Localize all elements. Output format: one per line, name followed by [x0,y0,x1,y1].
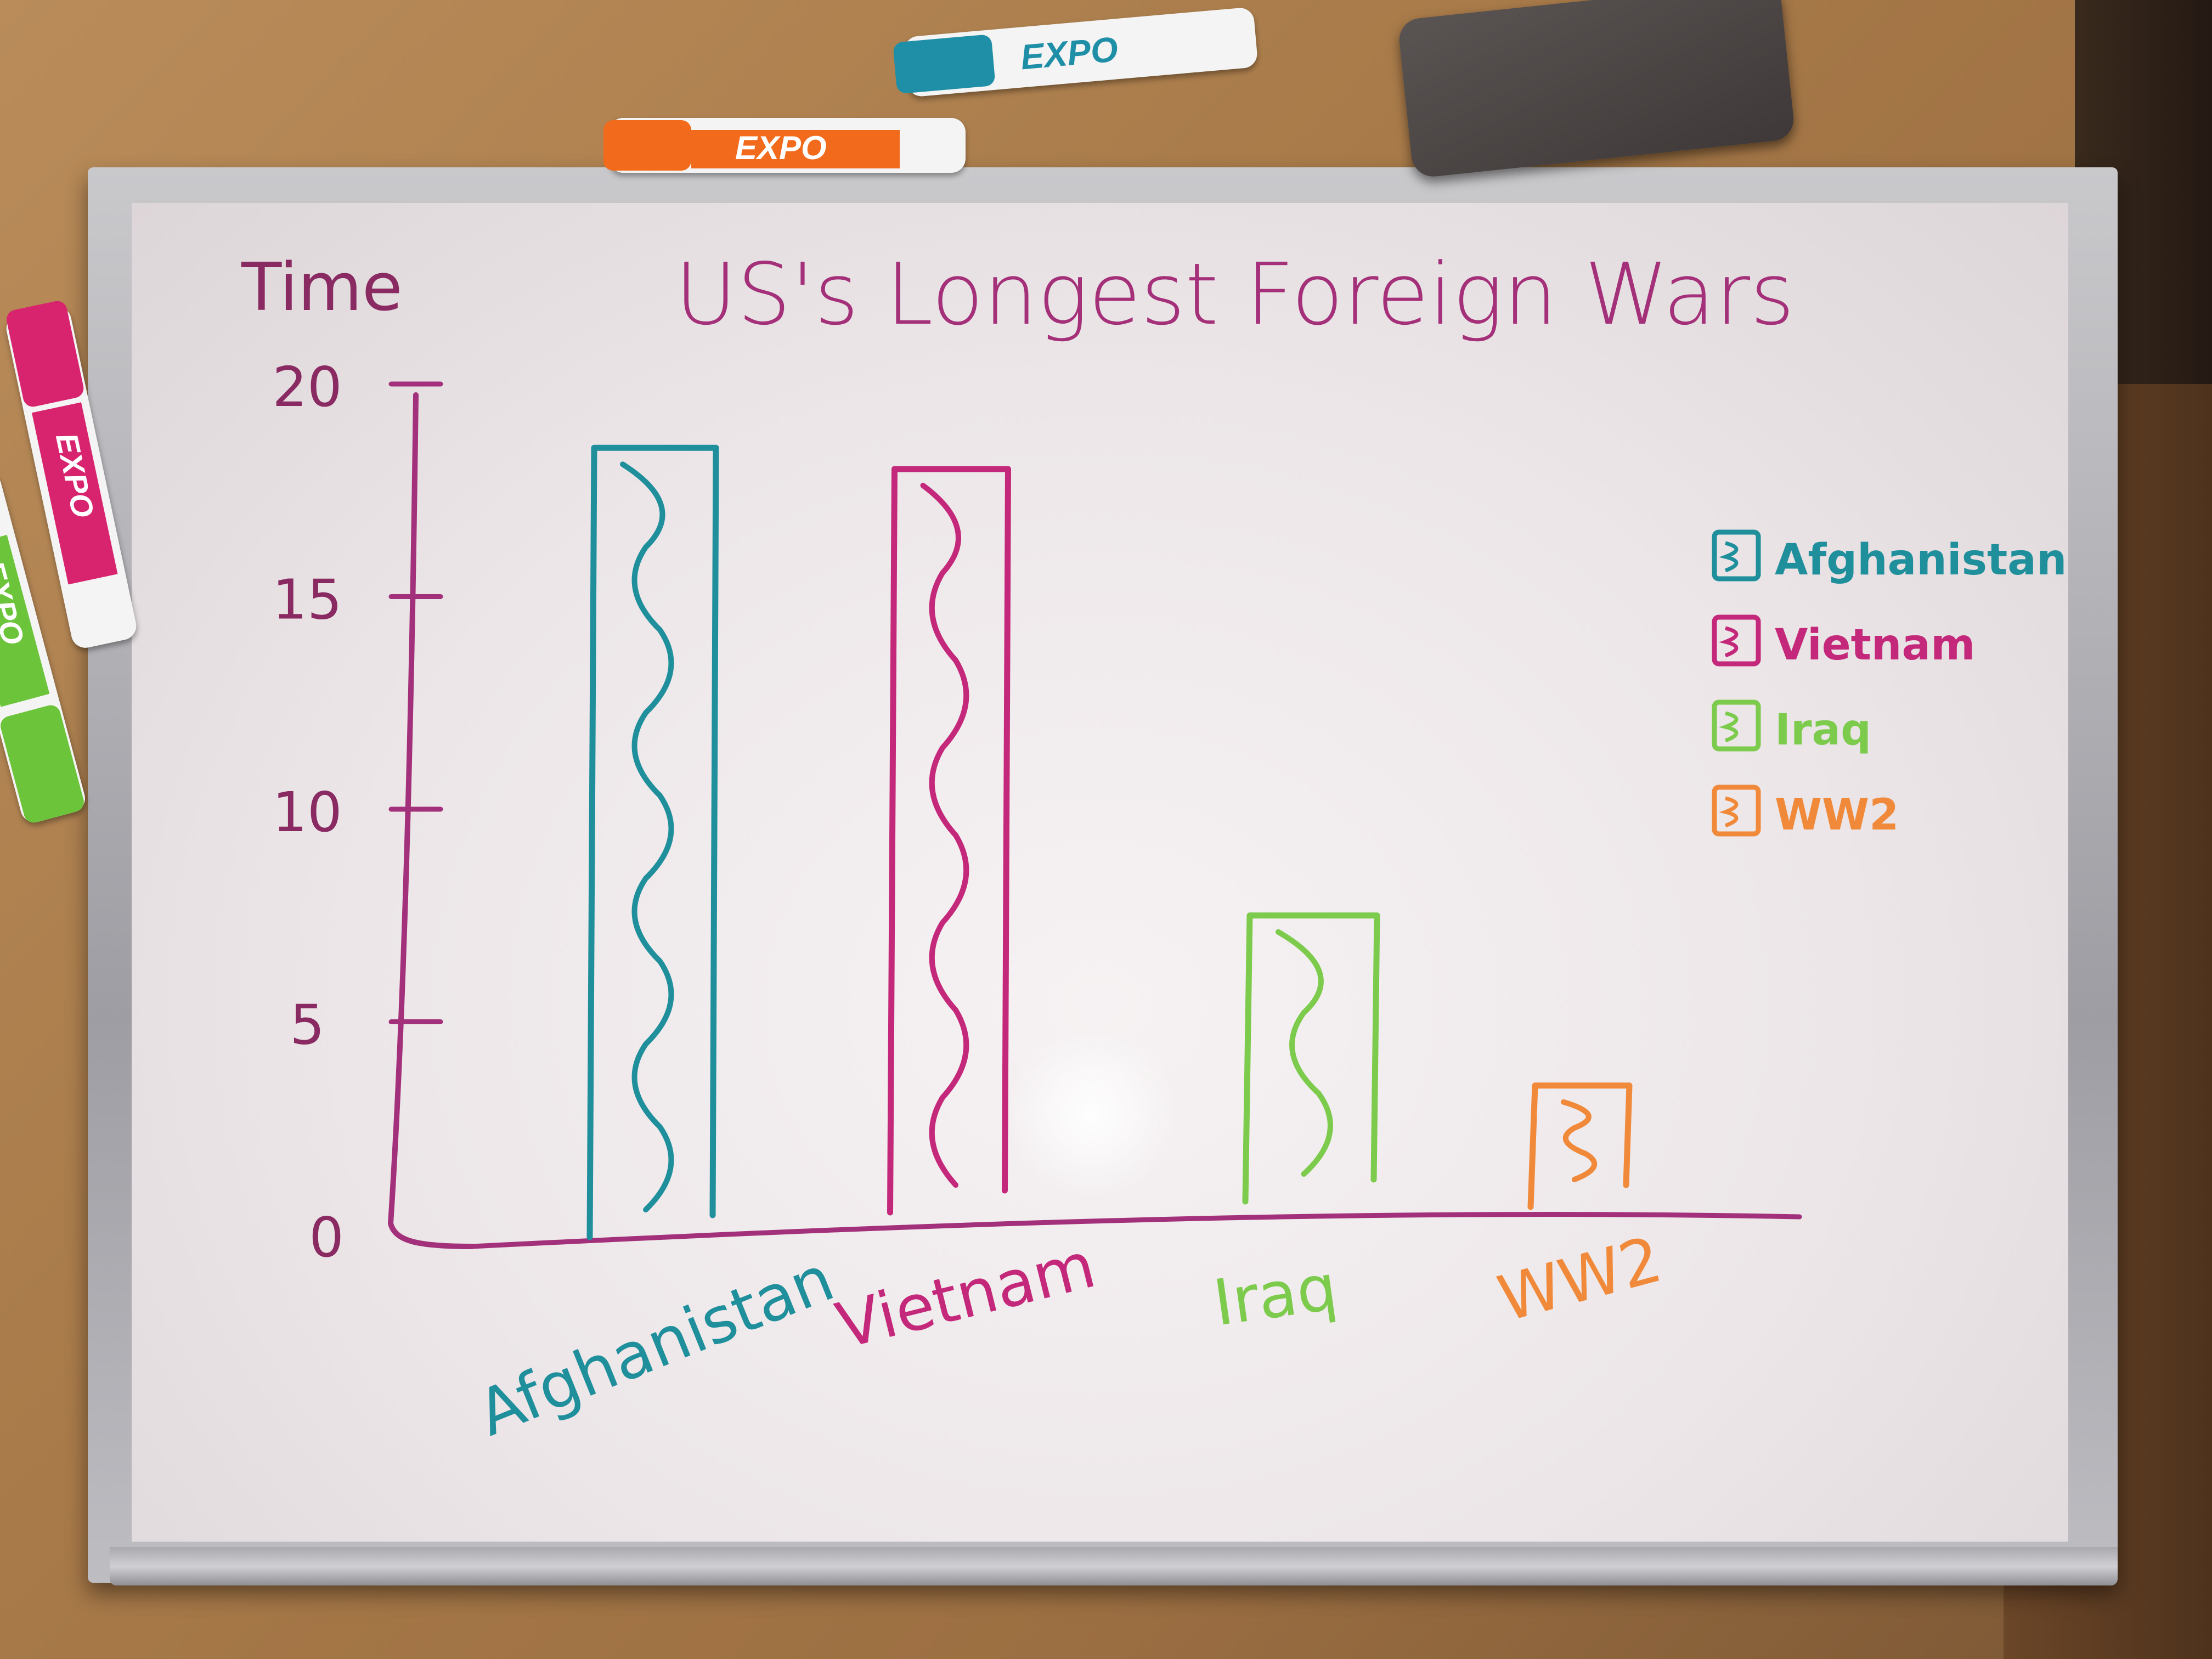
x-tick-label-1: Vietnam [830,1228,1103,1363]
bars [586,444,1633,1240]
y-axis-line [387,392,475,1249]
y-axis-ticks: 0 5 10 15 20 [272,355,443,1269]
legend-swatch-scribble-0 [1719,541,1739,573]
bar-outline-1 [887,466,1011,1216]
bar-fill-scribble-1 [920,483,969,1188]
x-axis-line [469,1212,1802,1249]
x-tick-label-3: WW2 [1491,1223,1669,1336]
legend-swatch-0 [1712,529,1761,582]
legend-label-0: Afghanistan [1775,535,2067,585]
bar-outline-2 [1242,912,1380,1205]
x-tick-label-0: Afghanistan [468,1242,844,1451]
bar-iraq [1242,912,1380,1205]
legend-swatch-1 [1712,614,1761,667]
y-tick-label-2: 10 [272,780,342,844]
whiteboard-tray [110,1547,2118,1585]
legend-label-2: Iraq [1775,706,1871,755]
orange-marker: EXPO [603,118,966,173]
legend-swatch-3 [1712,785,1761,837]
legend-label-3: WW2 [1775,791,1899,840]
bar-afghanistan [586,444,719,1240]
chart-title: US's Longest Foreign Wars [675,245,1795,344]
orange-marker-cap [603,120,691,171]
y-tick-label-1: 5 [290,993,325,1057]
bar-outline-0 [586,444,719,1240]
x-tick-label-2: Iraq [1209,1250,1341,1340]
bar-outline-3 [1527,1082,1633,1210]
orange-marker-label [691,130,900,168]
bar-fill-scribble-2 [1276,929,1333,1177]
y-tick-label-0: 0 [309,1205,344,1269]
legend-label-1: Vietnam [1775,620,1975,670]
bar-vietnam [887,466,1011,1216]
bar-fill-scribble-3 [1561,1099,1598,1182]
y-tick-label-3: 15 [272,568,342,632]
whiteboard-surface [132,203,2068,1542]
light-glare [1009,1031,1174,1196]
bar-fill-scribble-0 [620,461,674,1212]
legend: Afghanistan Vietnam Iraq WW2 [1712,529,2067,840]
y-axis-label: Time [241,250,403,326]
y-tick-label-4: 20 [272,355,342,419]
orange-marker-brand: EXPO [735,129,827,166]
bar-ww2 [1527,1082,1633,1210]
legend-swatch-scribble-3 [1719,796,1739,828]
legend-swatch-scribble-2 [1719,711,1739,743]
legend-swatch-scribble-1 [1719,626,1739,658]
legend-swatch-2 [1712,699,1761,752]
